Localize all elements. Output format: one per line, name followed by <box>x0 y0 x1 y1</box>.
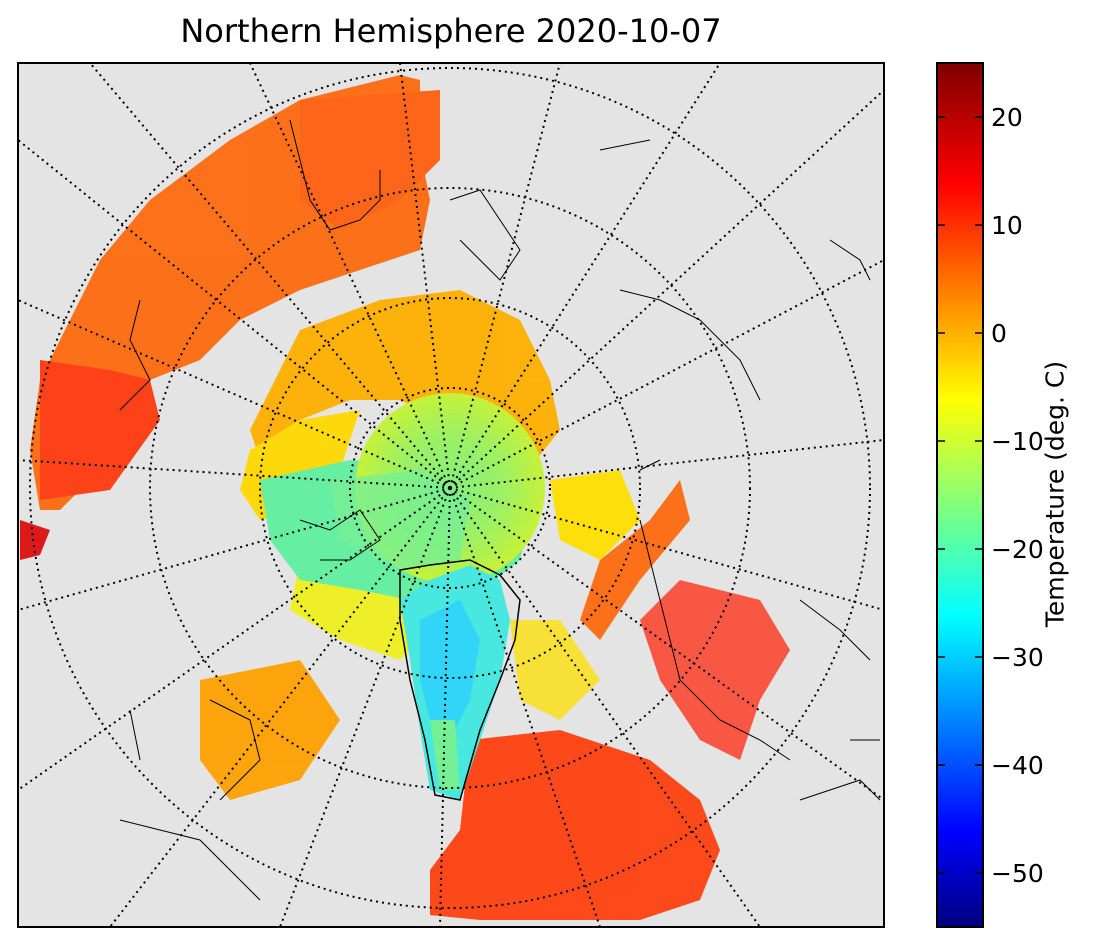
colorbar-tick-label: −10 <box>991 427 1044 456</box>
colorbar-tick-label: 10 <box>991 211 1023 240</box>
map-title: Northern Hemisphere 2020-10-07 <box>180 12 722 50</box>
colorbar-tick-label: −30 <box>991 643 1044 672</box>
colorbar-tick-label: −50 <box>991 859 1044 888</box>
colorbar-tick-label: 20 <box>991 103 1023 132</box>
map-frame <box>17 62 885 928</box>
colorbar-gradient <box>936 62 984 928</box>
colorbar: 20 10 0 −10 −20 −30 −40 −50 <box>936 62 1044 928</box>
colorbar-tick-label: −40 <box>991 751 1044 780</box>
colorbar-tick-label: −20 <box>991 535 1044 564</box>
colorbar-label: Temperature (deg. C) <box>1040 360 1070 628</box>
colorbar-ticks: 20 10 0 −10 −20 −30 −40 −50 <box>937 103 1044 888</box>
graticule <box>18 63 884 927</box>
colorbar-tick-label: 0 <box>991 319 1007 348</box>
